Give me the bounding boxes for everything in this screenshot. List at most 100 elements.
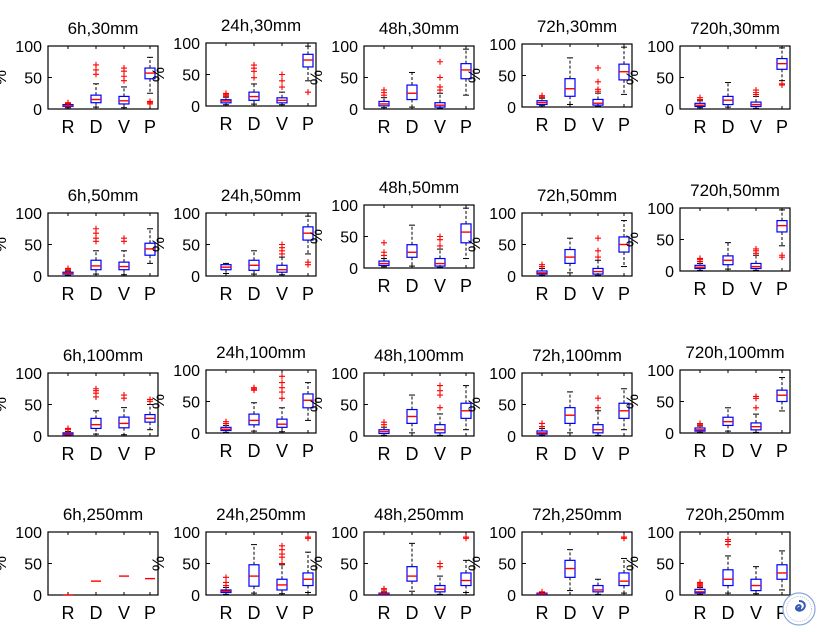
- y-tick-label: 0: [349, 261, 358, 278]
- x-category-label: V: [592, 603, 604, 623]
- y-tick-label: 0: [349, 588, 358, 605]
- iqr-box: [434, 424, 446, 434]
- outlier-marker: [595, 395, 601, 402]
- x-category-label: D: [406, 117, 419, 137]
- x-category-label: V: [276, 114, 288, 134]
- y-tick-label: 100: [331, 198, 358, 215]
- y-tick-label: 0: [191, 426, 200, 443]
- y-axis-label: %: [623, 394, 642, 409]
- box-P: [144, 56, 156, 107]
- y-tick-label: 100: [15, 206, 42, 223]
- x-category-label: D: [90, 117, 103, 137]
- x-category-label: P: [618, 444, 630, 464]
- outlier-marker: [121, 392, 127, 399]
- subplot-title: 48h,30mm: [379, 19, 459, 38]
- y-tick-label: 0: [507, 588, 516, 605]
- x-category-label: R: [536, 115, 549, 135]
- iqr-box: [460, 572, 472, 587]
- outlier-marker: [305, 89, 311, 96]
- outlier-marker: [223, 579, 229, 586]
- x-category-label: R: [694, 279, 707, 299]
- x-category-label: P: [618, 115, 630, 135]
- subplot-title: 48h,50mm: [379, 178, 459, 197]
- x-category-label: P: [144, 603, 156, 623]
- outlier-marker: [279, 384, 285, 391]
- y-axis-label: %: [623, 556, 642, 571]
- y-tick-label: 0: [33, 588, 42, 605]
- box-D: [406, 394, 418, 434]
- x-category-label: R: [378, 603, 391, 623]
- box-P: [618, 534, 630, 594]
- x-category-label: D: [564, 284, 577, 304]
- x-category-label: D: [564, 444, 577, 464]
- box-R: [220, 574, 232, 595]
- box-R: [220, 418, 232, 433]
- subplot-15: 720h,100mm 0 50 100% R D V P: [623, 343, 791, 461]
- subplot-title: 6h,30mm: [68, 19, 139, 38]
- outlier-marker: [437, 74, 443, 81]
- axes-frame: [47, 212, 159, 277]
- subplot-title: 720h,100mm: [685, 343, 784, 362]
- y-tick-label: 100: [647, 39, 674, 56]
- x-category-label: V: [750, 279, 762, 299]
- subplot-9: 72h,50mm 0 50 100% R D V P: [465, 186, 633, 304]
- iqr-box: [618, 572, 630, 587]
- x-category-label: R: [378, 444, 391, 464]
- box-D: [564, 237, 576, 274]
- y-axis-label: %: [0, 556, 10, 571]
- y-tick-label: 100: [647, 201, 674, 218]
- outlier-marker: [539, 92, 545, 99]
- axes-frame: [363, 45, 475, 110]
- x-category-label: R: [62, 284, 75, 304]
- outlier-marker: [381, 419, 387, 426]
- iqr-box: [276, 418, 288, 428]
- y-tick-label: 50: [24, 71, 42, 88]
- axes-frame: [679, 45, 791, 110]
- outlier-marker: [595, 78, 601, 85]
- box-P: [776, 47, 788, 89]
- box-R: [378, 419, 390, 436]
- outlier-marker: [305, 534, 311, 541]
- outlier-marker: [279, 373, 285, 380]
- y-tick-label: 100: [173, 363, 200, 380]
- iqr-box: [592, 584, 604, 593]
- outlier-marker: [753, 87, 759, 94]
- y-axis-label: %: [307, 556, 326, 571]
- outlier-marker: [279, 542, 285, 549]
- x-category-label: P: [302, 603, 314, 623]
- x-category-label: P: [618, 284, 630, 304]
- subplot-title: 720h,30mm: [690, 19, 780, 38]
- outlier-marker: [93, 66, 99, 73]
- outlier-marker: [437, 83, 443, 90]
- x-category-label: D: [406, 444, 419, 464]
- x-category-label: V: [118, 444, 130, 464]
- x-category-label: V: [750, 603, 762, 623]
- box-R: [694, 420, 706, 433]
- axes-frame: [205, 42, 317, 107]
- outlier-marker: [437, 233, 443, 240]
- box-P: [460, 534, 472, 593]
- box-P: [776, 209, 788, 261]
- x-category-label: V: [276, 284, 288, 304]
- outlier-marker: [279, 84, 285, 91]
- outlier-marker: [279, 241, 285, 248]
- y-axis-label: %: [307, 70, 326, 85]
- y-axis-label: %: [623, 70, 642, 85]
- subplot-18: 48h,250mm 0 50 100% R D V P: [307, 505, 475, 623]
- axes-frame: [521, 212, 633, 277]
- x-category-label: P: [302, 441, 314, 461]
- box-V: [750, 245, 762, 271]
- outlier-marker: [595, 254, 601, 261]
- outlier-marker: [539, 588, 545, 595]
- outlier-marker: [279, 560, 285, 567]
- outlier-marker: [251, 384, 257, 391]
- box-D: [248, 62, 260, 105]
- y-axis-label: %: [0, 397, 10, 412]
- axes-frame: [679, 207, 791, 272]
- x-category-label: D: [90, 284, 103, 304]
- box-R: [536, 420, 548, 436]
- y-tick-label: 50: [340, 230, 358, 247]
- box-D: [722, 242, 734, 270]
